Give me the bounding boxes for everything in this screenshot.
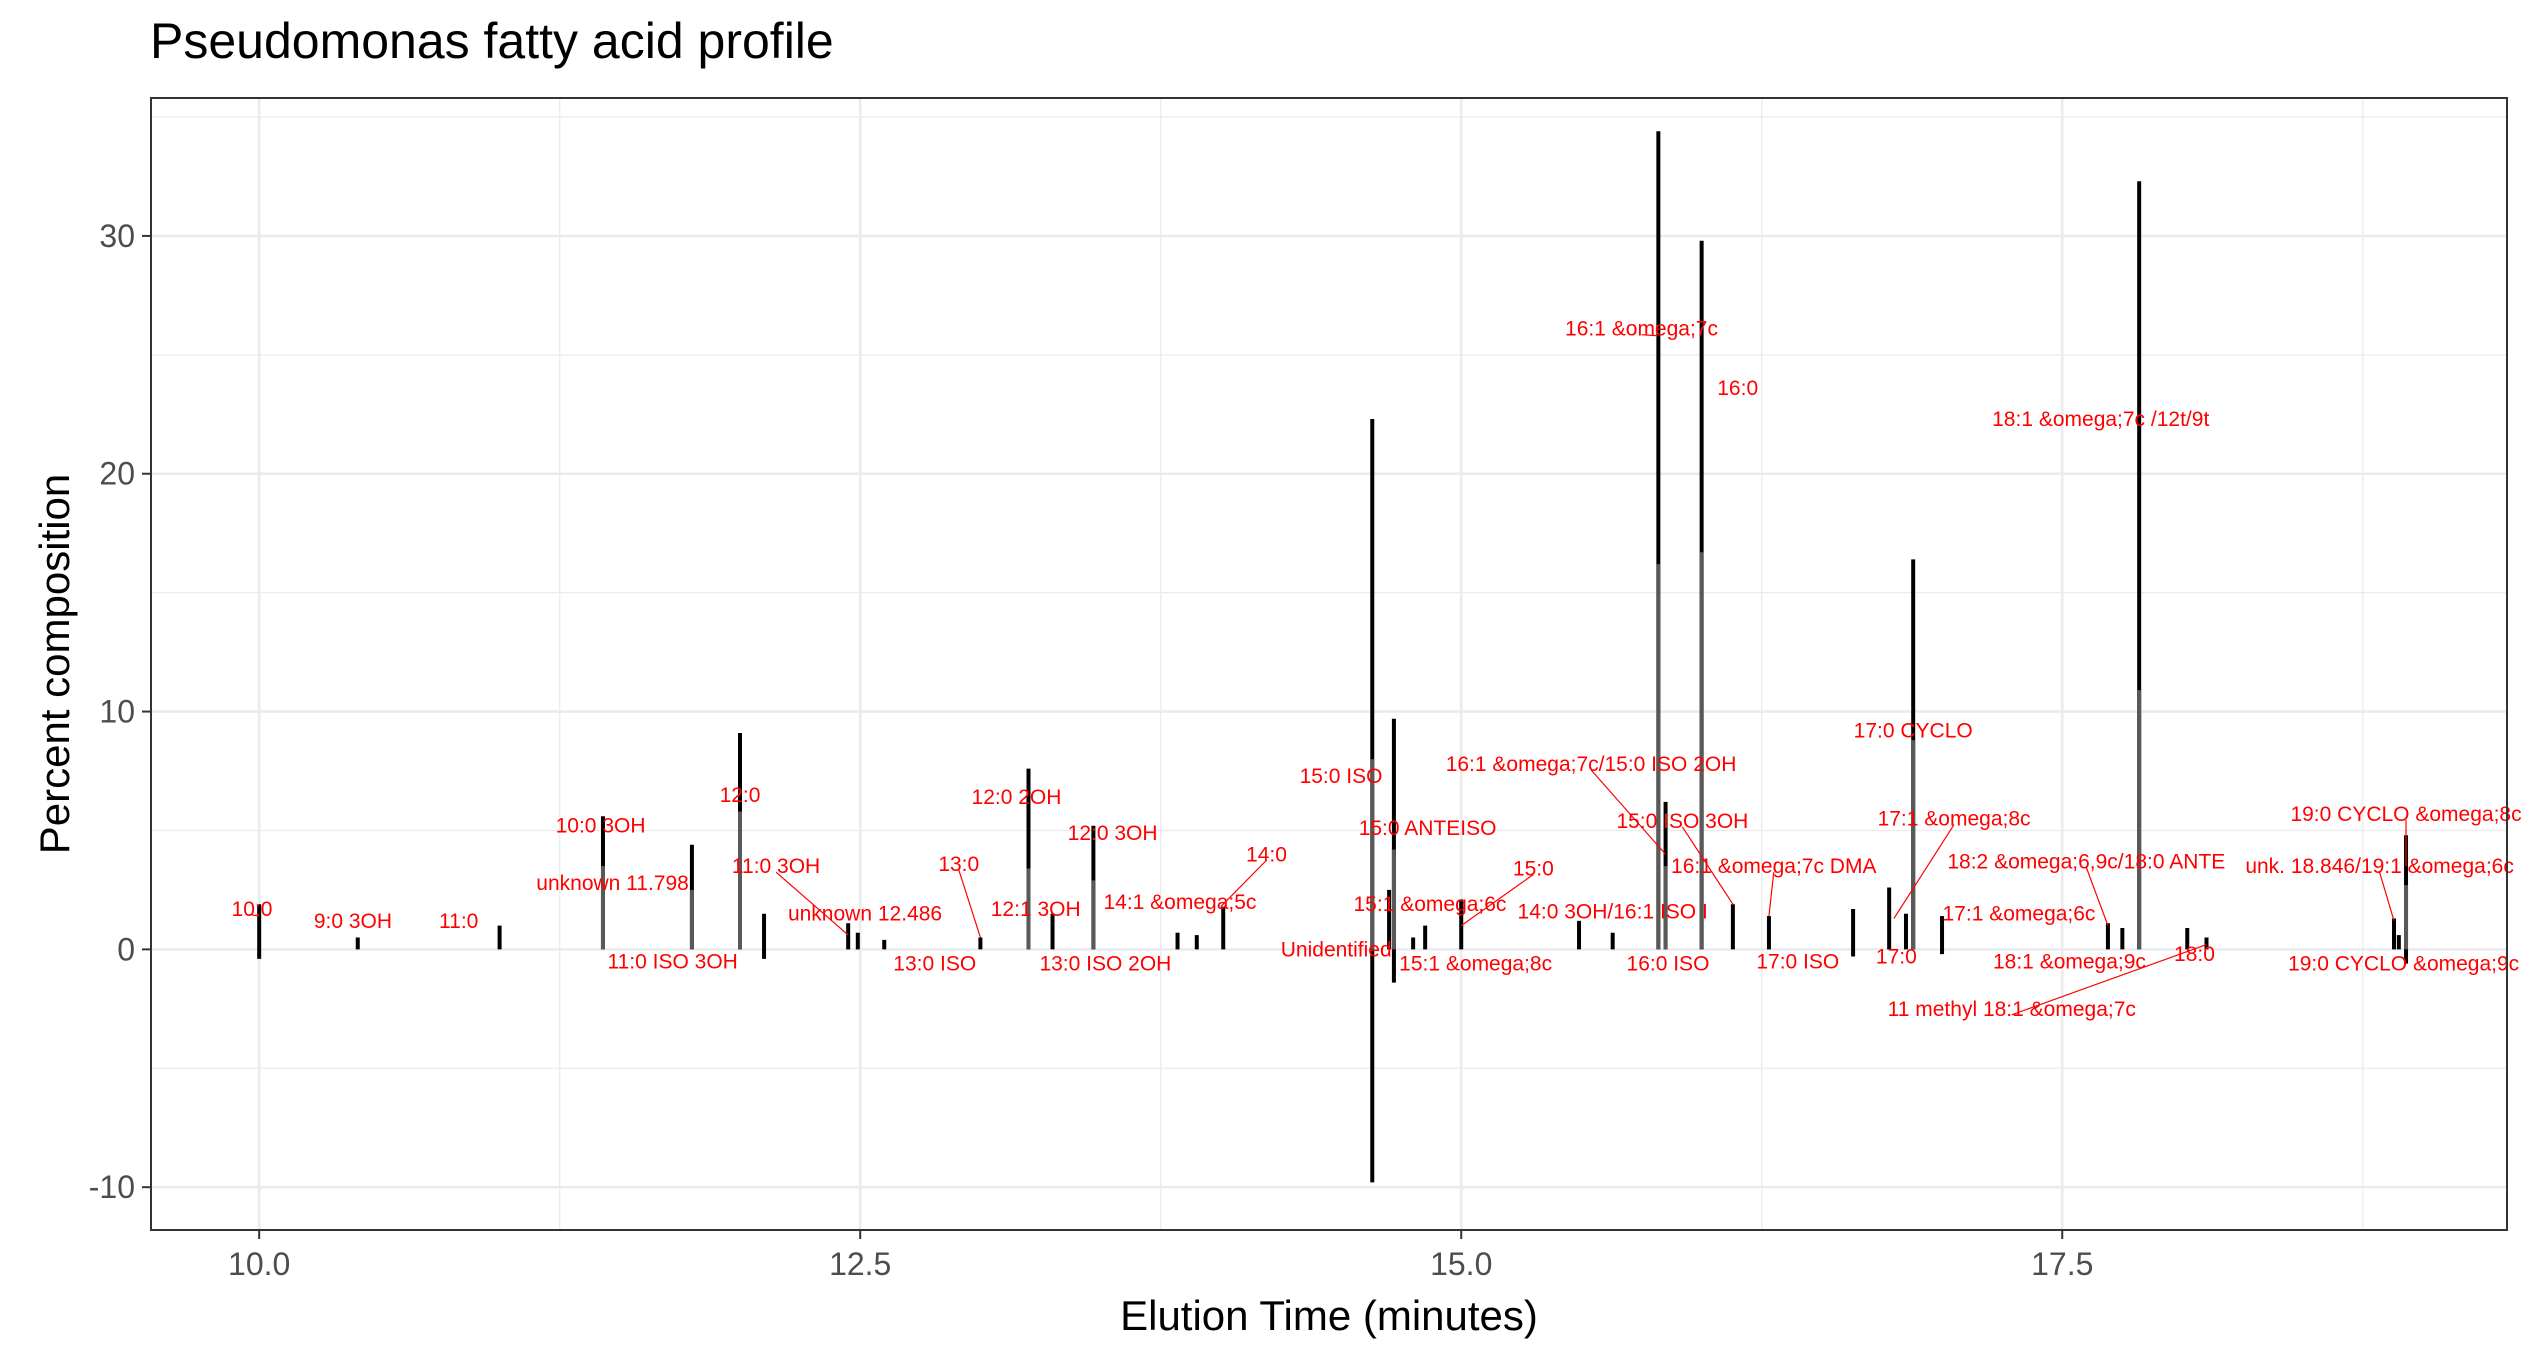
peak-label: 15:1 &omega;8c <box>1399 953 1552 976</box>
peak-label: 11:0 <box>439 910 478 933</box>
peak-label: Unidentified <box>1281 938 1392 961</box>
peak-label: 9:0 3OH <box>314 910 392 933</box>
label-leader-line <box>1893 824 1955 919</box>
chart-title: Pseudomonas fatty acid profile <box>150 13 834 69</box>
peak-label: 14:0 <box>1246 843 1287 866</box>
peak-label: 17:1 &omega;6c <box>1943 903 2096 926</box>
label-leader-line <box>1681 826 1734 905</box>
x-axis-title: Elution Time (minutes) <box>1120 1292 1538 1339</box>
peak-label: 14:0 3OH/16:1 ISO I <box>1518 900 1708 923</box>
peak-label: 15:0 ANTEISO <box>1359 817 1497 840</box>
label-leader-line <box>775 871 849 936</box>
peak-label: 17:0 CYCLO <box>1854 720 1973 743</box>
peak-label: 18:2 &omega;6,9c/18:0 ANTE <box>1947 850 2225 873</box>
y-tick-label: 0 <box>117 931 135 967</box>
peak-annotations: 10:0 9:0 3OH 11:0 10:0 3OH unknown 11.798 12:… <box>232 318 2522 1021</box>
peak-label: 13:0 ISO <box>893 953 976 976</box>
peak-label: 18:1 &omega;9c <box>1993 950 2146 973</box>
label-leader-line <box>2379 871 2395 922</box>
peak-label: 12:1 3OH <box>991 898 1081 921</box>
peak-label: 10:0 <box>232 898 273 921</box>
y-axis: -10 0 10 20 30 <box>89 218 151 1205</box>
x-tick-label: 17.5 <box>2031 1246 2093 1282</box>
x-tick-label: 12.5 <box>829 1246 891 1282</box>
peak-label: 11 methyl 18:1 &omega;7c <box>1888 998 2136 1021</box>
peak-label: 12:0 <box>720 784 761 807</box>
peak-label: 16:0 ISO <box>1627 953 1710 976</box>
y-tick-label: 30 <box>99 218 135 254</box>
label-leader-line <box>1220 859 1267 907</box>
plot-panel <box>151 98 2507 1230</box>
peak-label: 11:0 ISO 3OH <box>608 950 738 973</box>
y-axis-title: Percent composition <box>31 474 78 855</box>
y-tick-label: 20 <box>99 456 135 492</box>
peak-label: 12:0 2OH <box>972 786 1062 809</box>
peak-label: 16:1 &omega;7c DMA <box>1671 855 1876 878</box>
label-leader-line <box>958 869 981 938</box>
label-leader-line <box>1590 769 1667 855</box>
peak-label: 18:1 &omega;7c /12t/9t <box>1992 408 2209 431</box>
label-leader-line <box>251 914 260 917</box>
label-leader-line <box>2085 867 2109 926</box>
peak-label: 10:0 3OH <box>556 815 646 838</box>
peaks <box>257 131 2409 1183</box>
x-axis: 10.0 12.5 15.0 17.5 <box>228 1230 2093 1282</box>
peak-label: 16:1 &omega;7c <box>1565 318 1718 341</box>
peak-label: 15:0 ISO 3OH <box>1616 810 1748 833</box>
peak-label: 17:1 &omega;8c <box>1878 808 2031 831</box>
peak-label: 15:0 ISO <box>1300 765 1383 788</box>
peak-label: 19:0 CYCLO &omega;9c <box>2288 953 2519 976</box>
peak-label: unknown 11.798 <box>536 872 689 895</box>
peak-label: 17:0 ISO <box>1756 950 1839 973</box>
peak-label: 13:0 <box>938 853 979 876</box>
peak-label: 15:1 &omega;6c <box>1354 893 1507 916</box>
peak-label: 17:0 <box>1876 946 1917 969</box>
peak-label: 18:0 <box>2174 943 2215 966</box>
x-tick-label: 10.0 <box>228 1246 290 1282</box>
peak-label: unk. 18.846/19:1 &omega;6c <box>2245 855 2514 878</box>
peak-label: 19:0 CYCLO &omega;8c <box>2290 803 2521 826</box>
peak-label: 12:0 3OH <box>1068 822 1158 845</box>
peak-label: 15:0 <box>1513 858 1554 881</box>
label-leader-line <box>1460 874 1534 927</box>
peak-label: 14:1 &omega;5c <box>1103 891 1256 914</box>
peak-label: 16:1 &omega;7c/15:0 ISO 2OH <box>1446 753 1737 776</box>
panel-border <box>150 97 2508 1231</box>
x-tick-label: 15.0 <box>1430 1246 1492 1282</box>
peak-label: unknown 12.486 <box>788 903 942 926</box>
peak-label: 11:0 3OH <box>732 855 820 878</box>
peak-label: 13:0 ISO 2OH <box>1039 953 1171 976</box>
y-tick-label: -10 <box>89 1169 135 1205</box>
label-leader-line <box>1768 872 1775 917</box>
grid <box>151 98 2507 1230</box>
peak-label: 16:0 <box>1717 377 1758 400</box>
y-tick-label: 10 <box>99 694 135 730</box>
label-leader-line <box>1641 334 1659 337</box>
label-leader-line <box>2011 944 2207 1016</box>
